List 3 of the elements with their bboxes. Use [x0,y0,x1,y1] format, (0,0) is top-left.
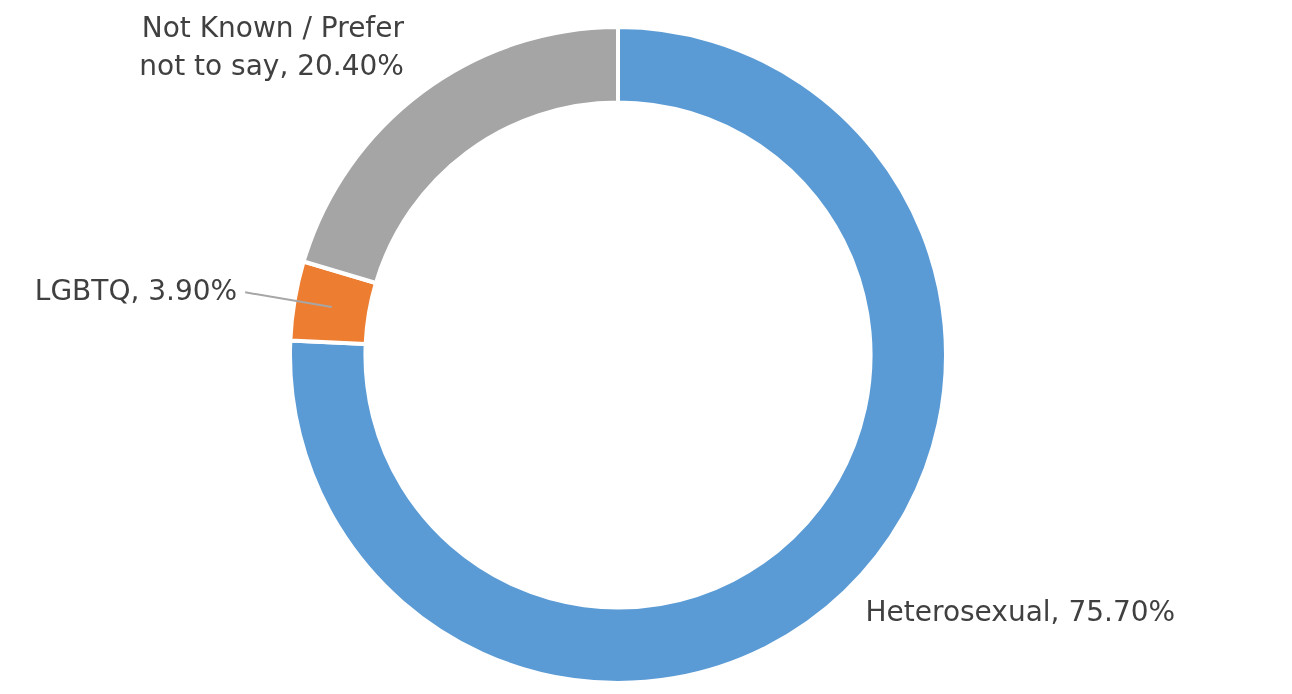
slice-label: Not Known / Prefer not to say, 20.40% [139,11,405,83]
slice-label: Heterosexual, 75.70% [865,594,1176,628]
slice-label: LGBTQ, 3.90% [34,273,238,307]
